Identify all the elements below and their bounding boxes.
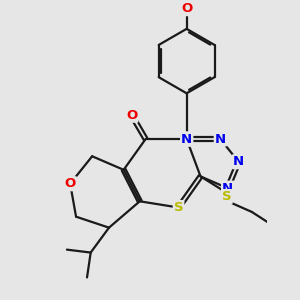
Text: S: S [222,190,232,203]
Text: N: N [181,133,192,146]
Text: O: O [126,109,137,122]
Text: S: S [174,201,183,214]
Text: O: O [181,2,192,15]
Text: O: O [64,177,76,190]
Text: N: N [233,155,244,168]
Text: N: N [181,133,192,146]
Text: N: N [215,133,226,146]
Text: N: N [222,182,233,195]
